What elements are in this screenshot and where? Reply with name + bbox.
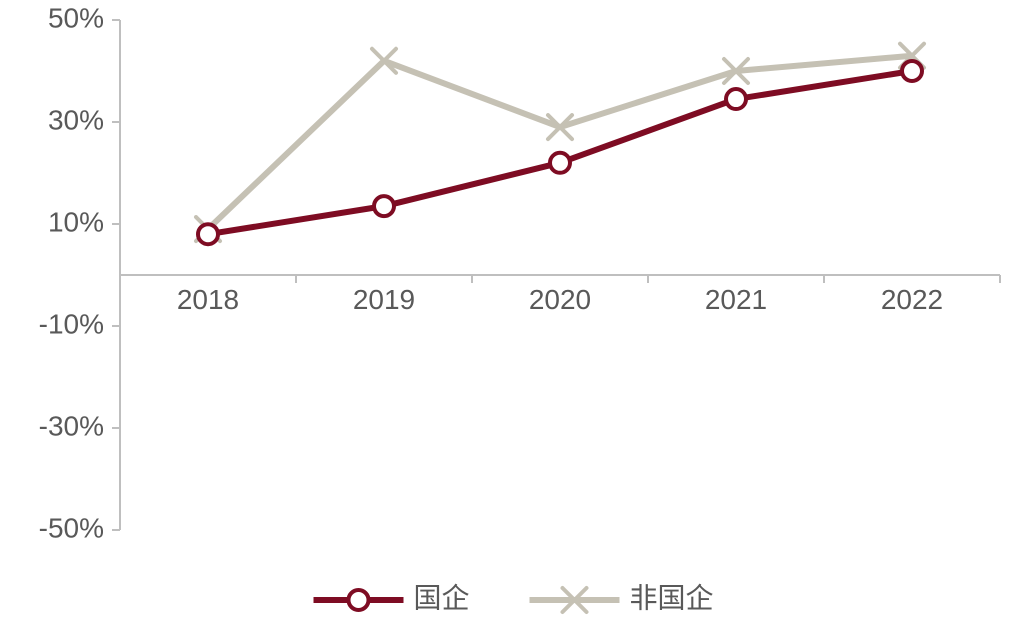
marker-circle bbox=[902, 61, 922, 81]
x-tick-label: 2020 bbox=[529, 284, 591, 315]
marker-circle bbox=[550, 153, 570, 173]
chart-container: -50% -30% -10% 10% 30% 50% 2018 2019 2020 2021 202… bbox=[0, 0, 1027, 636]
x-tick-label: 2021 bbox=[705, 284, 767, 315]
y-tick-label: -10% bbox=[39, 308, 104, 339]
x-tick-label: 2022 bbox=[881, 284, 943, 315]
y-tick-label: 10% bbox=[48, 206, 104, 237]
marker-circle bbox=[726, 89, 746, 109]
y-tick-label: -50% bbox=[39, 512, 104, 543]
marker-circle bbox=[198, 224, 218, 244]
marker-circle bbox=[374, 196, 394, 216]
y-tick-label: -30% bbox=[39, 410, 104, 441]
series-line-非国企 bbox=[208, 56, 912, 229]
line-chart: -50% -30% -10% 10% 30% 50% 2018 2019 2020 2021 202… bbox=[0, 0, 1027, 636]
y-tick-label: 30% bbox=[48, 104, 104, 135]
x-tick-label: 2018 bbox=[177, 284, 239, 315]
legend-label: 国企 bbox=[414, 582, 470, 613]
y-tick-label: 50% bbox=[48, 2, 104, 33]
x-tick-label: 2019 bbox=[353, 284, 415, 315]
legend-marker-circle bbox=[349, 590, 369, 610]
legend-label: 非国企 bbox=[630, 582, 714, 613]
